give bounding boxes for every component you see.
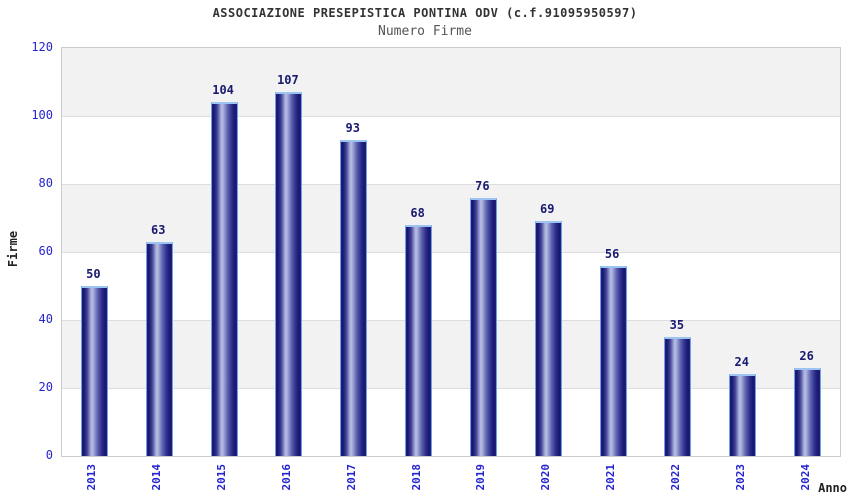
y-tick-label: 80 — [38, 176, 53, 190]
x-tick-label: 2013 — [85, 464, 99, 491]
bar-value-label: 68 — [410, 206, 425, 220]
plot-band — [62, 320, 840, 388]
x-tick-label: 2017 — [344, 464, 358, 491]
plot-band — [62, 116, 840, 184]
x-tick-label: 2022 — [668, 464, 682, 491]
bar-value-label: 35 — [669, 318, 685, 332]
y-tick-label: 20 — [38, 380, 53, 394]
bar — [275, 92, 302, 456]
x-tick-label: 2024 — [798, 464, 812, 491]
x-tick-label: 2016 — [279, 464, 293, 491]
bar-value-label: 104 — [212, 83, 234, 97]
x-tick-label: 2023 — [733, 464, 747, 491]
bar-value-label: 69 — [540, 202, 555, 216]
bar-value-label: 107 — [277, 73, 299, 87]
bar — [81, 286, 108, 456]
bar-value-label: 76 — [475, 179, 490, 193]
bar — [729, 374, 756, 456]
plot-band — [62, 252, 840, 320]
y-tick-label: 40 — [38, 312, 53, 326]
bar-value-label: 26 — [799, 349, 814, 363]
bar — [794, 368, 821, 456]
x-tick-label: 2019 — [474, 464, 488, 491]
y-tick-label: 60 — [38, 244, 53, 258]
bar — [211, 102, 238, 456]
x-tick-label: 2018 — [409, 464, 423, 491]
gridline — [62, 320, 840, 321]
bar-value-label: 50 — [86, 267, 101, 281]
bar — [664, 337, 691, 456]
bar — [535, 221, 562, 456]
bar-value-label: 56 — [604, 247, 620, 261]
gridline — [62, 388, 840, 389]
gridline — [62, 116, 840, 117]
y-tick-label: 100 — [31, 108, 53, 122]
bar-value-label: 24 — [734, 355, 749, 369]
bar-value-label: 93 — [345, 121, 360, 135]
x-tick-label: 2020 — [539, 464, 553, 491]
chart-subtitle: Numero Firme — [378, 24, 472, 39]
bar-value-label: 63 — [151, 223, 166, 237]
bar — [470, 198, 497, 456]
y-tick-label: 0 — [45, 448, 53, 462]
plot-band — [62, 388, 840, 456]
gridline — [62, 252, 840, 253]
plot-band — [62, 184, 840, 252]
bar — [600, 266, 627, 456]
plot-band — [62, 48, 840, 116]
gridline — [62, 184, 840, 185]
chart-title: ASSOCIAZIONE PRESEPISTICA PONTINA ODV (c… — [212, 6, 638, 20]
x-tick-label: 2021 — [604, 464, 618, 491]
y-tick-label: 120 — [31, 40, 53, 54]
bar — [146, 242, 173, 456]
x-tick-label: 2014 — [150, 464, 164, 491]
x-tick-label: 2015 — [215, 464, 229, 491]
x-axis-label: Anno — [818, 481, 847, 495]
bar — [340, 140, 367, 456]
bar — [405, 225, 432, 456]
plot-area — [61, 47, 841, 457]
